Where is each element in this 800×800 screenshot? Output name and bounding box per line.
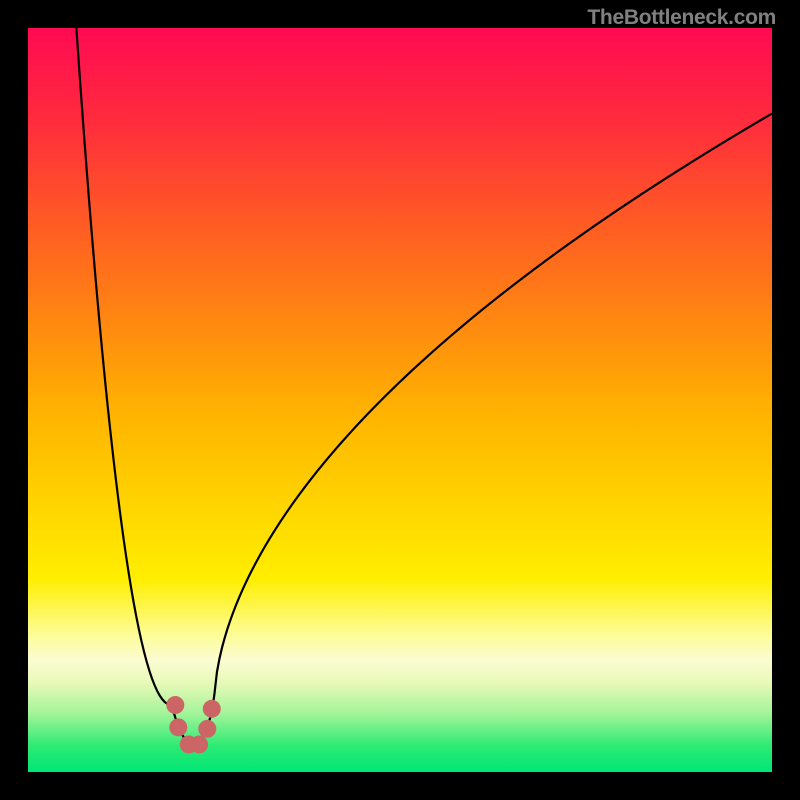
bottleneck-chart	[0, 0, 800, 800]
marker-dot	[198, 720, 216, 738]
marker-dot	[166, 696, 184, 714]
marker-dot	[190, 735, 208, 753]
chart-stage: TheBottleneck.com	[0, 0, 800, 800]
plot-area	[28, 28, 772, 772]
marker-dot	[169, 718, 187, 736]
watermark-text: TheBottleneck.com	[587, 6, 776, 30]
marker-dot	[203, 700, 221, 718]
